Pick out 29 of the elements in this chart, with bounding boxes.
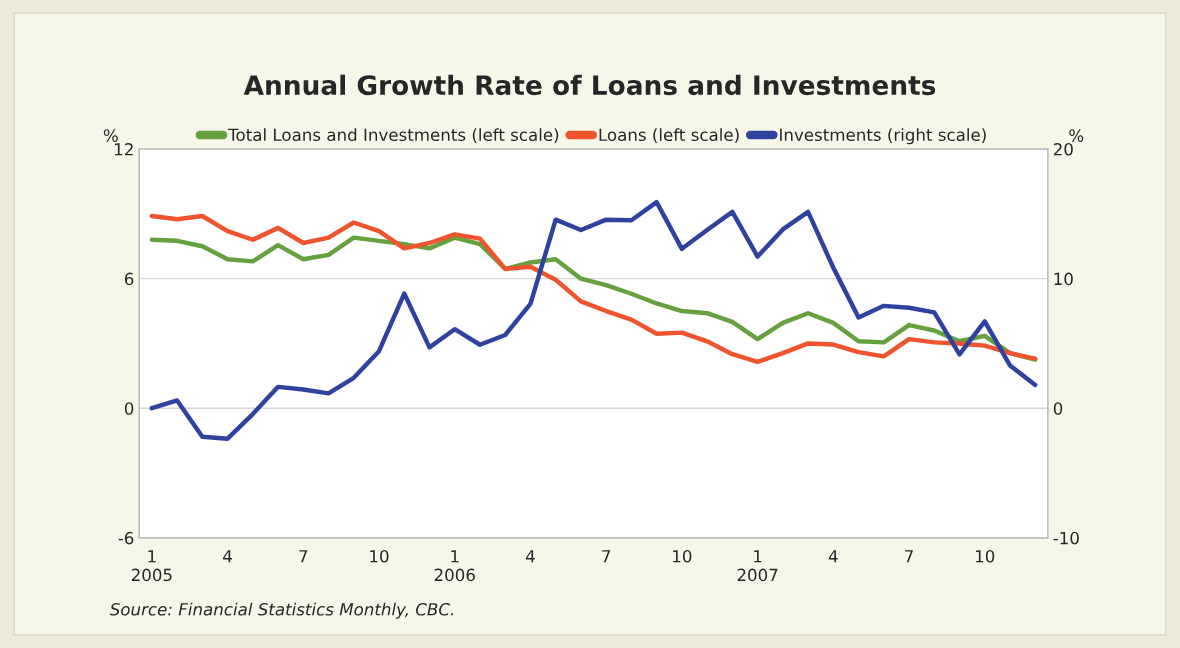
x-tick-label: 10 [370, 549, 389, 563]
x-tick-label: 4 [828, 550, 838, 563]
y-axis-title: % [103, 129, 118, 142]
y2-tick-label: 0 [1053, 402, 1063, 415]
y2-tick-label: -10 [1053, 531, 1079, 545]
chart-title: Annual Growth Rate of Loans and Investments [243, 74, 936, 96]
y2-tick-label: 10 [1054, 272, 1073, 286]
x-tick-label: 4 [525, 550, 535, 563]
x-tick-label: 7 [905, 550, 913, 563]
x-tick-label: 10 [975, 549, 995, 563]
x-tick-label: 7 [602, 550, 611, 563]
legend-label: Total Loans and Investments (left scale) [228, 128, 559, 144]
y-tick-label: 6 [124, 272, 134, 286]
legend-label: Investments (right scale) [780, 128, 986, 145]
legend-label: Loans (left scale) [599, 128, 739, 144]
x-tick-label: 1 2007 [737, 550, 778, 582]
y-tick-label: -6 [118, 531, 134, 545]
source-note: Source: Financial Statistics Monthly, CBC. [109, 602, 454, 619]
x-tick-label: 4 [223, 550, 232, 563]
x-tick-label: 1 2005 [131, 550, 172, 582]
line-series [149, 213, 1038, 365]
line-series [149, 199, 1038, 441]
y-tick-label: 0 [124, 402, 134, 415]
x-tick-label: 1 2006 [434, 550, 475, 582]
y2-tick-label: 20 [1053, 143, 1073, 156]
y2-axis-title: % [1069, 129, 1084, 142]
x-tick-label: 10 [673, 549, 692, 563]
y-tick-label: 12 [115, 143, 133, 156]
x-tick-label: 7 [299, 550, 308, 563]
